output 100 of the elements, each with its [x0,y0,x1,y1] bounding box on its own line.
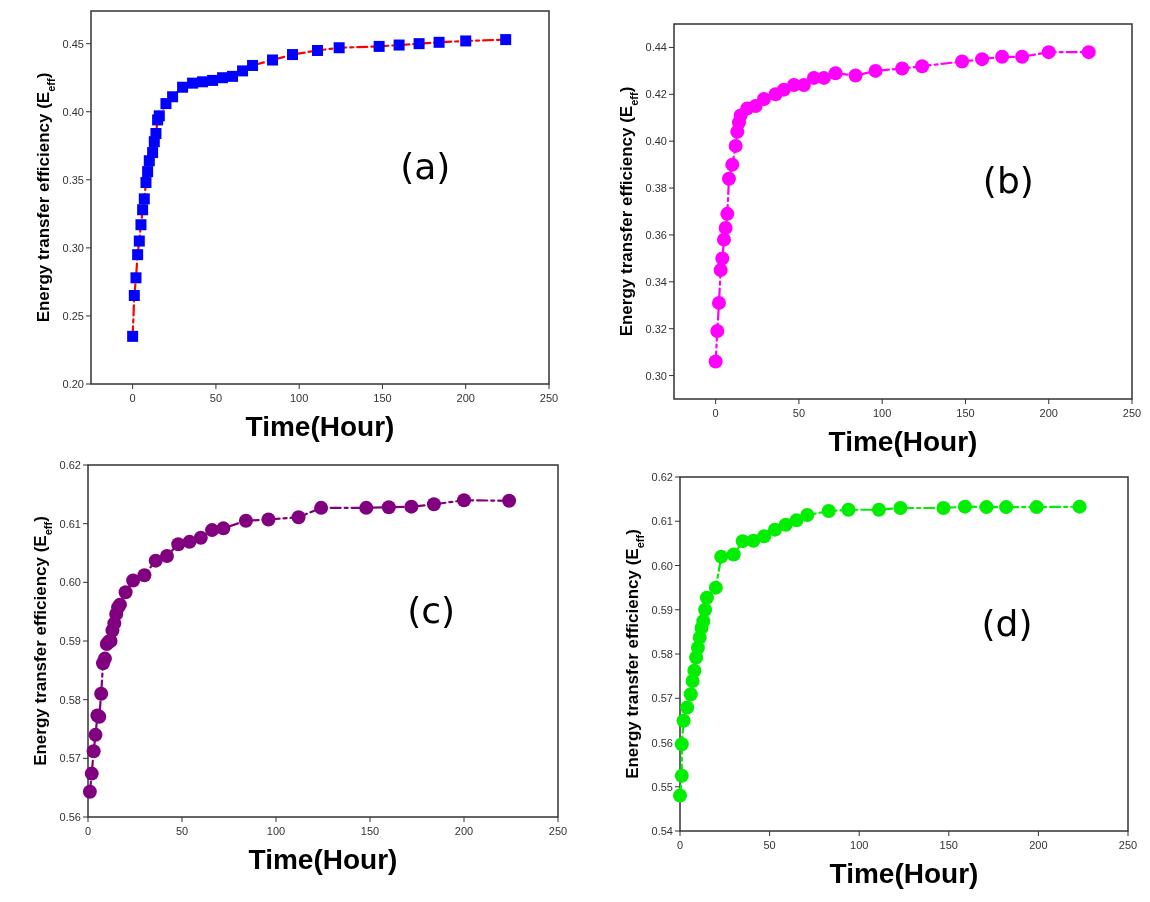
point [132,249,144,261]
x-axis-title: Time(Hour) [828,426,978,457]
point [502,493,517,508]
point [975,52,990,67]
point [687,663,702,678]
point [848,68,863,83]
point [500,34,512,46]
annotation: (d) [981,603,1033,645]
point [778,517,793,532]
y-tick-label: 0.40 [62,105,84,118]
y-tick-label: 0.56 [59,811,81,823]
point [674,768,689,783]
point [713,263,728,278]
point [828,66,843,81]
point [715,251,730,266]
x-tick-label: 0 [129,392,136,404]
x-tick-label: 200 [1029,839,1048,851]
point [800,508,815,523]
point [171,537,186,552]
x-tick-label: 100 [290,392,309,404]
point [816,70,831,85]
point [128,290,140,302]
point [187,77,199,89]
point [725,157,740,172]
y-tick-label: 0.34 [645,275,667,288]
point [728,138,743,153]
point [140,177,152,189]
point [893,500,908,515]
point [746,533,761,548]
y-tick-label: 0.61 [59,517,81,530]
point [393,39,405,51]
annotation: (b) [982,159,1034,201]
x-tick-label: 0 [84,825,92,837]
point [1015,49,1030,64]
point [291,510,306,525]
point [457,493,471,508]
x-tick-label: 250 [548,825,568,837]
y-tick-label: 0.30 [645,369,667,382]
point [153,110,165,122]
x-tick-label: 200 [454,825,474,837]
point [167,91,179,103]
x-tick-label: 150 [939,839,958,851]
y-tick-label: 0.42 [645,88,667,101]
point [86,744,101,759]
point [413,38,425,50]
point [720,206,735,221]
point [721,171,736,186]
y-tick-label: 0.59 [59,635,81,647]
point [999,500,1014,515]
point [88,727,103,742]
x-axis-title: Time(Hour) [248,844,398,875]
point [426,497,441,512]
y-tick-label: 0.30 [62,241,84,254]
annotation: (c) [407,590,456,632]
x-tick-label: 200 [1039,407,1058,419]
point [404,499,419,514]
point [373,40,385,52]
point [94,686,109,701]
point [460,35,472,47]
x-tick-label: 50 [209,392,223,404]
y-tick-label: 0.20 [62,378,84,390]
point [148,553,163,568]
point [995,49,1010,64]
point [126,573,141,588]
annotation: (a) [400,145,451,187]
x-tick-label: 250 [539,392,559,404]
point [957,499,972,514]
point [708,580,723,595]
x-tick-label: 0 [676,839,684,851]
point [936,500,951,515]
point [673,788,687,803]
point [227,70,239,82]
y-tick-label: 0.55 [651,780,673,793]
point [130,272,142,284]
point [674,737,689,752]
point [789,513,804,528]
point [955,54,970,69]
point [135,219,147,231]
y-tick-label: 0.38 [645,182,667,195]
point [147,147,159,159]
x-axis-title: Time(Hour) [245,411,395,442]
point [312,44,323,56]
x-tick-label: 50 [175,825,189,837]
point [137,568,152,583]
x-tick-label: 200 [456,392,475,404]
point [841,502,856,517]
y-tick-label: 0.58 [651,648,673,660]
point [895,61,910,76]
point [205,523,220,538]
point [177,81,189,93]
point [133,235,145,247]
y-tick-label: 0.40 [645,135,667,148]
point [84,766,99,781]
y-tick-label: 0.45 [62,37,84,50]
point [237,65,249,77]
point [915,59,930,74]
point [757,529,772,544]
x-tick-label: 250 [1118,839,1138,851]
y-tick-label: 0.59 [651,603,673,616]
point [756,92,771,106]
